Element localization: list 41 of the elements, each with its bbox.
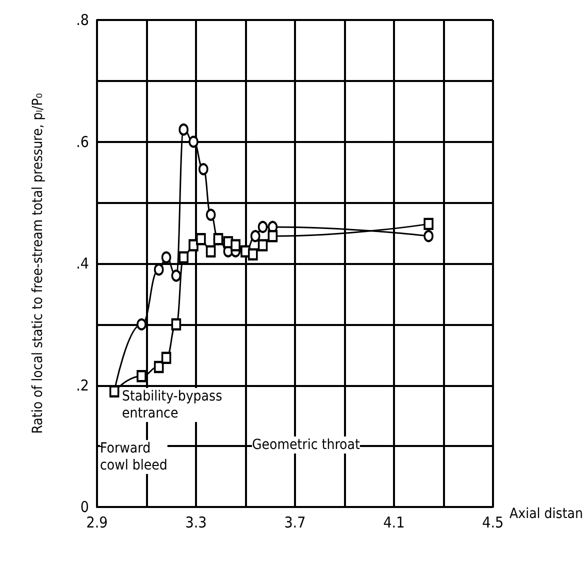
y-axis-title: Ratio of local static to free-stream total pressure, pₗ/P₀ [30, 93, 46, 434]
x-tick-label: 4.1 [383, 514, 405, 532]
y-tick-label: .2 [76, 376, 89, 394]
point [161, 352, 172, 364]
x-tick-label: 3.3 [185, 514, 207, 532]
point [154, 264, 164, 276]
point [198, 163, 208, 176]
point [188, 136, 198, 148]
x-tick-label: 3.7 [284, 514, 306, 532]
point [268, 230, 278, 242]
point [171, 270, 182, 282]
point [161, 251, 172, 264]
point [206, 245, 216, 258]
point [136, 318, 147, 330]
point [248, 248, 258, 260]
point [154, 360, 164, 373]
annotation: Geometric throat [252, 437, 360, 453]
point [240, 245, 250, 258]
point [196, 233, 206, 246]
point [424, 218, 434, 230]
point [178, 124, 189, 136]
point [250, 230, 260, 242]
x-tick-label: 4.5 [482, 514, 504, 532]
point [258, 220, 268, 233]
x-tick-label: 2.9 [86, 514, 108, 532]
y-tick-label: 0 [80, 498, 89, 516]
point [171, 318, 182, 330]
point [188, 239, 198, 252]
x-axis-title: Axial distan [510, 506, 583, 522]
y-tick-label: .4 [76, 254, 89, 272]
point [178, 251, 189, 264]
point [230, 239, 241, 252]
point [213, 233, 224, 246]
y-tick-label: .6 [76, 132, 89, 151]
annotation: Forward cowl bleed [100, 440, 168, 474]
point [258, 239, 268, 252]
point [136, 370, 147, 382]
point [424, 230, 434, 242]
annotation: Stability-bypass entrance [122, 388, 222, 422]
y-tick-label: .8 [76, 11, 89, 29]
point [206, 208, 216, 221]
